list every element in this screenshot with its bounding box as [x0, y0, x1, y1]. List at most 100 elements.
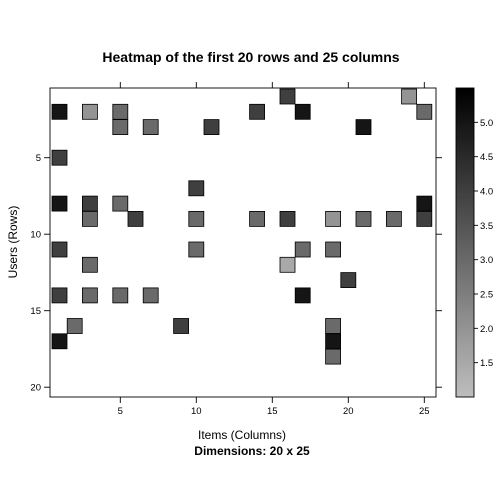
- y-tick-label-5: 5: [36, 153, 41, 164]
- colorbar-band: [456, 155, 474, 160]
- heatmap-cell-r9-c25: [416, 210, 433, 227]
- heatmap-cell-r14-c3: [82, 287, 98, 304]
- heatmap-cell-r2-c25: [416, 103, 433, 120]
- heatmap-cell-r11-c1: [51, 241, 68, 258]
- heatmap-cell-r14-c1: [51, 287, 68, 304]
- colorbar-band: [456, 230, 474, 234]
- heatmap-cell-r3-c11: [203, 119, 220, 135]
- colorbar-band: [456, 121, 474, 126]
- heatmap-cell-r9-c16: [279, 210, 296, 227]
- colorbar-band: [456, 149, 474, 154]
- heatmap-cell-r1-c24: [401, 88, 418, 105]
- colorbar-tick-label-2.5: 2.5: [480, 290, 493, 301]
- colorbar-band: [456, 134, 474, 138]
- x-tick-label-15: 15: [267, 406, 278, 417]
- colorbar-band: [456, 264, 474, 268]
- x-tick-label-10: 10: [191, 406, 202, 417]
- heatmap-cell-r12-c16: [279, 256, 296, 273]
- colorbar-band: [456, 109, 474, 114]
- heatmap-cell-r9-c3: [82, 210, 98, 227]
- colorbar-band: [456, 267, 474, 271]
- heatmap-cell-r3-c5: [112, 119, 129, 135]
- colorbar-band: [456, 143, 474, 148]
- heatmap-cell-r9-c21: [355, 210, 372, 227]
- colorbar-band: [456, 131, 474, 135]
- colorbar-tick-label-3.5: 3.5: [480, 221, 493, 232]
- colorbar-band: [456, 236, 474, 240]
- heatmap-cell-r17-c1: [51, 333, 68, 350]
- colorbar-band: [456, 199, 474, 203]
- colorbar-band: [456, 322, 474, 327]
- colorbar-band: [456, 239, 474, 243]
- heatmap-cell-r16-c9: [173, 318, 190, 334]
- colorbar-band: [456, 282, 474, 287]
- heatmap-cell-r11-c10: [188, 241, 205, 258]
- heatmap-cell-r8-c3: [82, 195, 98, 212]
- colorbar-band: [456, 171, 474, 175]
- heatmap-cell-r7-c10: [188, 180, 205, 197]
- colorbar-band: [456, 372, 474, 376]
- heatmap-cell-r8-c5: [112, 195, 129, 212]
- colorbar-band: [456, 285, 474, 290]
- colorbar-tick-label-1.5: 1.5: [480, 358, 493, 369]
- heatmap-cells: [51, 88, 433, 365]
- heatmap-cell-r13-c20: [340, 272, 357, 289]
- colorbar-band: [456, 291, 474, 296]
- colorbar: 1.5 2.0 2.5 3.0 3.5 4.0 4.5 5.0: [455, 87, 493, 398]
- colorbar-band: [456, 205, 474, 209]
- heatmap-cell-r11-c19: [325, 241, 342, 258]
- colorbar-band: [456, 288, 474, 293]
- colorbar-band: [456, 279, 474, 284]
- colorbar-band: [456, 106, 474, 111]
- colorbar-band: [456, 325, 474, 330]
- colorbar-band: [456, 140, 474, 145]
- colorbar-band: [456, 97, 474, 101]
- colorbar-band: [456, 261, 474, 265]
- colorbar-band: [456, 196, 474, 200]
- colorbar-band: [456, 313, 474, 318]
- heatmap-cell-r14-c7: [142, 287, 159, 304]
- colorbar-band: [456, 375, 474, 379]
- colorbar-band: [456, 91, 474, 95]
- heatmap-cell-r17-c19: [325, 333, 342, 350]
- heatmap-cell-r9-c10: [188, 210, 205, 227]
- heatmap-cell-r9-c14: [249, 210, 266, 227]
- colorbar-band: [456, 273, 474, 277]
- colorbar-band: [456, 202, 474, 206]
- colorbar-band: [456, 242, 474, 246]
- colorbar-band: [456, 159, 474, 163]
- colorbar-band: [456, 307, 474, 311]
- heatmap-cell-r5-c1: [51, 149, 68, 166]
- heatmap-cell-r2-c14: [249, 103, 266, 120]
- dimensions-subtitle: Dimensions: 20 x 25: [194, 444, 310, 458]
- colorbar-band: [456, 183, 474, 188]
- x-axis-label: Items (Columns): [198, 428, 286, 442]
- colorbar-band: [456, 381, 474, 386]
- colorbar-band: [456, 341, 474, 345]
- x-tick-label-20: 20: [343, 406, 354, 417]
- colorbar-band: [456, 363, 474, 367]
- x-tick-label-25: 25: [419, 406, 430, 417]
- colorbar-band: [456, 270, 474, 274]
- colorbar-band: [456, 276, 474, 280]
- colorbar-band: [456, 193, 474, 197]
- colorbar-band: [456, 251, 474, 256]
- colorbar-band: [456, 338, 474, 342]
- heatmap-cell-r14-c5: [112, 287, 129, 304]
- heatmap-cell-r8-c1: [51, 195, 68, 212]
- heatmap-cell-r12-c3: [82, 256, 98, 273]
- heatmap-cell-r16-c19: [325, 318, 342, 334]
- heatmap-cell-r1-c16: [279, 88, 296, 105]
- chart-title: Heatmap of the first 20 rows and 25 colu…: [102, 49, 399, 65]
- heatmap-cell-r14-c17: [294, 287, 311, 304]
- colorbar-band: [456, 174, 474, 179]
- colorbar-band: [456, 344, 474, 348]
- heatmap-cell-r9-c19: [325, 210, 342, 227]
- colorbar-band: [456, 301, 474, 305]
- colorbar-band: [456, 125, 474, 129]
- colorbar-band: [456, 146, 474, 151]
- heatmap-cell-r3-c21: [355, 119, 372, 135]
- colorbar-tick-label-2.0: 2.0: [480, 324, 493, 335]
- colorbar-band: [456, 387, 474, 392]
- colorbar-band: [456, 257, 474, 262]
